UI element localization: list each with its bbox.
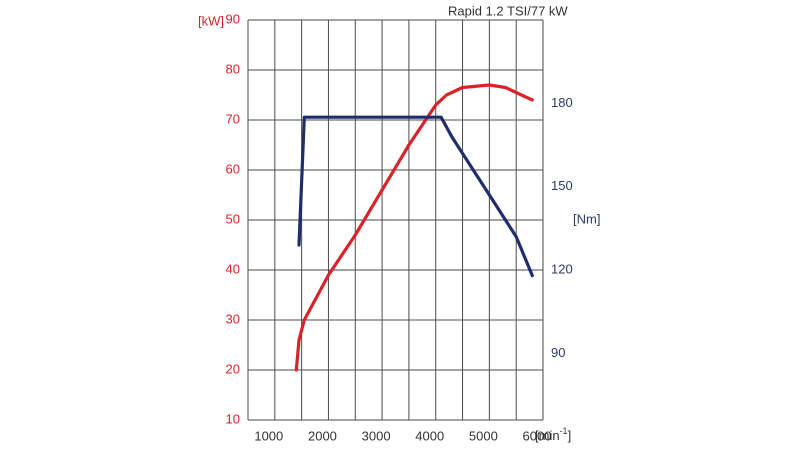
right-axis-tick-label: 90 <box>551 345 565 360</box>
left-axis-tick-label: 60 <box>226 161 240 176</box>
right-axis-tick-label: 180 <box>551 95 573 110</box>
left-axis-tick-label: 20 <box>226 361 240 376</box>
left-axis-tick-label: 30 <box>226 311 240 326</box>
chart-title: Rapid 1.2 TSI/77 kW <box>448 3 568 18</box>
left-axis-tick-label: 10 <box>226 411 240 426</box>
plot-grid <box>247 19 544 421</box>
x-axis-unit: [min-1] <box>535 426 571 443</box>
left-axis-tick-label: 80 <box>226 61 240 76</box>
x-axis-tick-label: 5000 <box>469 428 498 443</box>
right-axis-tick-label: 150 <box>551 178 573 193</box>
left-axis-tick-label: 90 <box>226 11 240 26</box>
x-axis-tick-label: 1000 <box>254 428 283 443</box>
torque-curve-line <box>297 115 534 278</box>
left-axis-unit: [kW] <box>198 13 224 28</box>
right-axis-unit: [Nm] <box>573 211 600 226</box>
series-layer <box>294 83 534 372</box>
left-axis-tick-label: 70 <box>226 111 240 126</box>
x-axis-tick-label: 6000 <box>523 428 552 443</box>
axis-labels: 10 20 30 40 50 60 70 80 90 90 120 150 180 1000 2000 300… <box>226 11 573 443</box>
left-axis-tick-label: 50 <box>226 211 240 226</box>
power-curve-line <box>294 83 534 372</box>
right-axis-tick-label: 120 <box>551 261 573 276</box>
x-axis-tick-label: 2000 <box>308 428 337 443</box>
x-axis-tick-label: 3000 <box>362 428 391 443</box>
x-axis-tick-label: 4000 <box>415 428 444 443</box>
left-axis-tick-label: 40 <box>226 261 240 276</box>
